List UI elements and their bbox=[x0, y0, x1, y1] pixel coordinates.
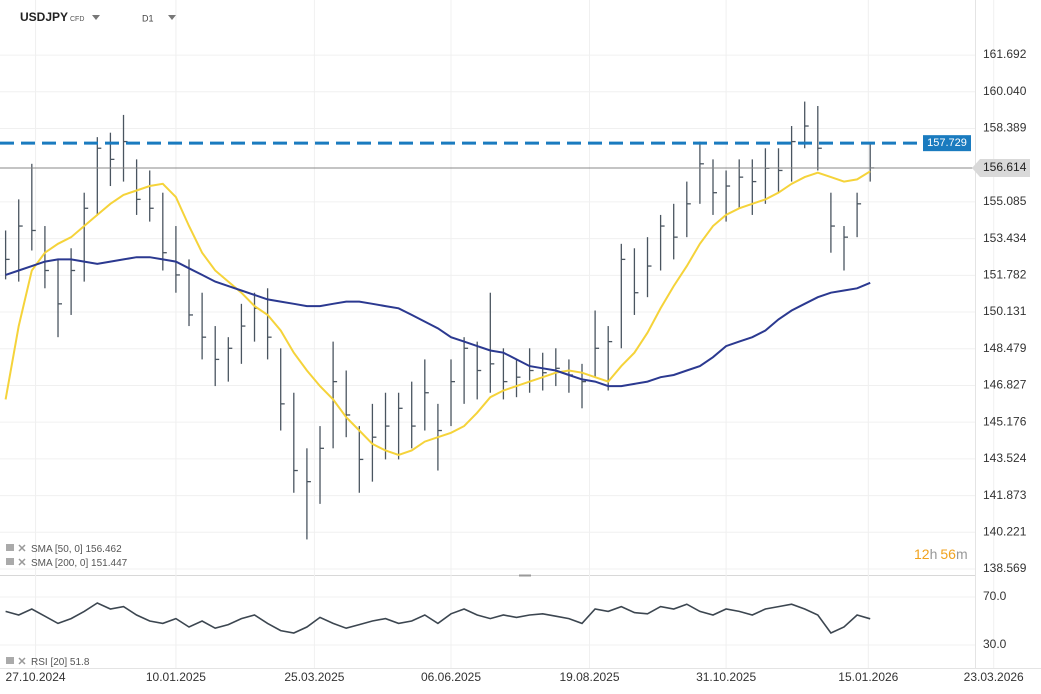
x-tick-label: 06.06.2025 bbox=[421, 670, 481, 684]
countdown: 12h 56m bbox=[914, 546, 968, 562]
resistance-label: 157.729 bbox=[927, 137, 967, 149]
legend-params: [20] bbox=[50, 657, 67, 668]
legend-icon[interactable] bbox=[6, 544, 14, 551]
y-tick-label: 145.176 bbox=[983, 414, 1027, 428]
x-tick-label: 15.01.2026 bbox=[838, 670, 898, 684]
plot-area: 27.10.2024 10.01.2025 25.03.2025 06.06.2025… bbox=[0, 0, 1030, 684]
legend-close[interactable] bbox=[18, 558, 26, 566]
legend-sma50: SMA [50, 0] 156.462 bbox=[6, 544, 122, 555]
rsi-tick-label: 70.0 bbox=[983, 589, 1007, 603]
y-tick-label: 161.692 bbox=[983, 47, 1027, 61]
symbol[interactable]: USDJPY bbox=[20, 10, 68, 24]
legend-close[interactable] bbox=[18, 657, 26, 665]
x-tick-label: 19.08.2025 bbox=[559, 670, 619, 684]
legend-name: RSI bbox=[31, 657, 48, 668]
legend-params: [50, 0] bbox=[55, 544, 83, 555]
legend-value: 156.462 bbox=[86, 544, 123, 555]
y-tick-label: 140.221 bbox=[983, 524, 1027, 538]
rsi-tick-label: 30.0 bbox=[983, 637, 1007, 651]
sma-line bbox=[4, 170, 871, 457]
dropdown-arrow[interactable] bbox=[168, 15, 176, 20]
legend-rsi: RSI [20] 51.8 bbox=[6, 657, 90, 668]
legend-value: 51.8 bbox=[70, 657, 90, 668]
countdown-hours: 12 bbox=[914, 546, 930, 562]
y-tick-label: 155.085 bbox=[983, 194, 1027, 208]
legend-text: RSI [20] 51.8 bbox=[31, 657, 90, 668]
x-tick-label: 23.03.2026 bbox=[964, 670, 1024, 684]
y-tick-label: 160.040 bbox=[983, 84, 1027, 98]
countdown-h: h bbox=[930, 546, 938, 562]
legend-value: 151.447 bbox=[91, 558, 128, 569]
y-tick-label: 158.389 bbox=[983, 121, 1027, 135]
instrument-type: CFD bbox=[70, 16, 84, 23]
y-tick-label: 146.827 bbox=[983, 378, 1027, 392]
legend-icon[interactable] bbox=[6, 558, 14, 565]
legend-name: SMA bbox=[31, 544, 53, 555]
last-price-label-bg bbox=[972, 158, 1030, 177]
rsi-line bbox=[5, 602, 871, 634]
dropdown-arrow[interactable] bbox=[92, 15, 100, 20]
x-tick-label: 25.03.2025 bbox=[284, 670, 344, 684]
y-tick-label: 143.524 bbox=[983, 451, 1027, 465]
sma-line bbox=[5, 256, 871, 388]
legend-text: SMA [200, 0] 151.447 bbox=[31, 558, 128, 569]
timeframe[interactable]: D1 bbox=[142, 13, 154, 23]
x-tick-label: 10.01.2025 bbox=[146, 670, 206, 684]
last-price-label: 156.614 bbox=[983, 160, 1027, 174]
y-tick-label: 141.873 bbox=[983, 488, 1027, 502]
y-tick-label: 153.434 bbox=[983, 231, 1027, 245]
legend-close[interactable] bbox=[18, 544, 26, 552]
countdown-minutes: 56 bbox=[940, 546, 956, 562]
x-tick-label: 31.10.2025 bbox=[696, 670, 756, 684]
y-tick-label: 148.479 bbox=[983, 341, 1027, 355]
legend-sma200: SMA [200, 0] 151.447 bbox=[6, 558, 128, 569]
legend-icon[interactable] bbox=[6, 657, 14, 664]
overlay-layer: USDJPY CFD D1 12h 56m SMA [50, 0] 156.462… bbox=[6, 10, 968, 668]
x-tick-label: 27.10.2024 bbox=[6, 670, 66, 684]
y-tick-label: 151.782 bbox=[983, 268, 1027, 282]
legend-params: [200, 0] bbox=[55, 558, 89, 569]
y-tick-label: 138.569 bbox=[983, 561, 1027, 575]
resistance-label-bg bbox=[923, 135, 971, 152]
countdown-m: m bbox=[956, 546, 968, 562]
legend-name: SMA bbox=[31, 558, 53, 569]
y-tick-label: 150.131 bbox=[983, 304, 1027, 318]
legend-text: SMA [50, 0] 156.462 bbox=[31, 544, 122, 555]
